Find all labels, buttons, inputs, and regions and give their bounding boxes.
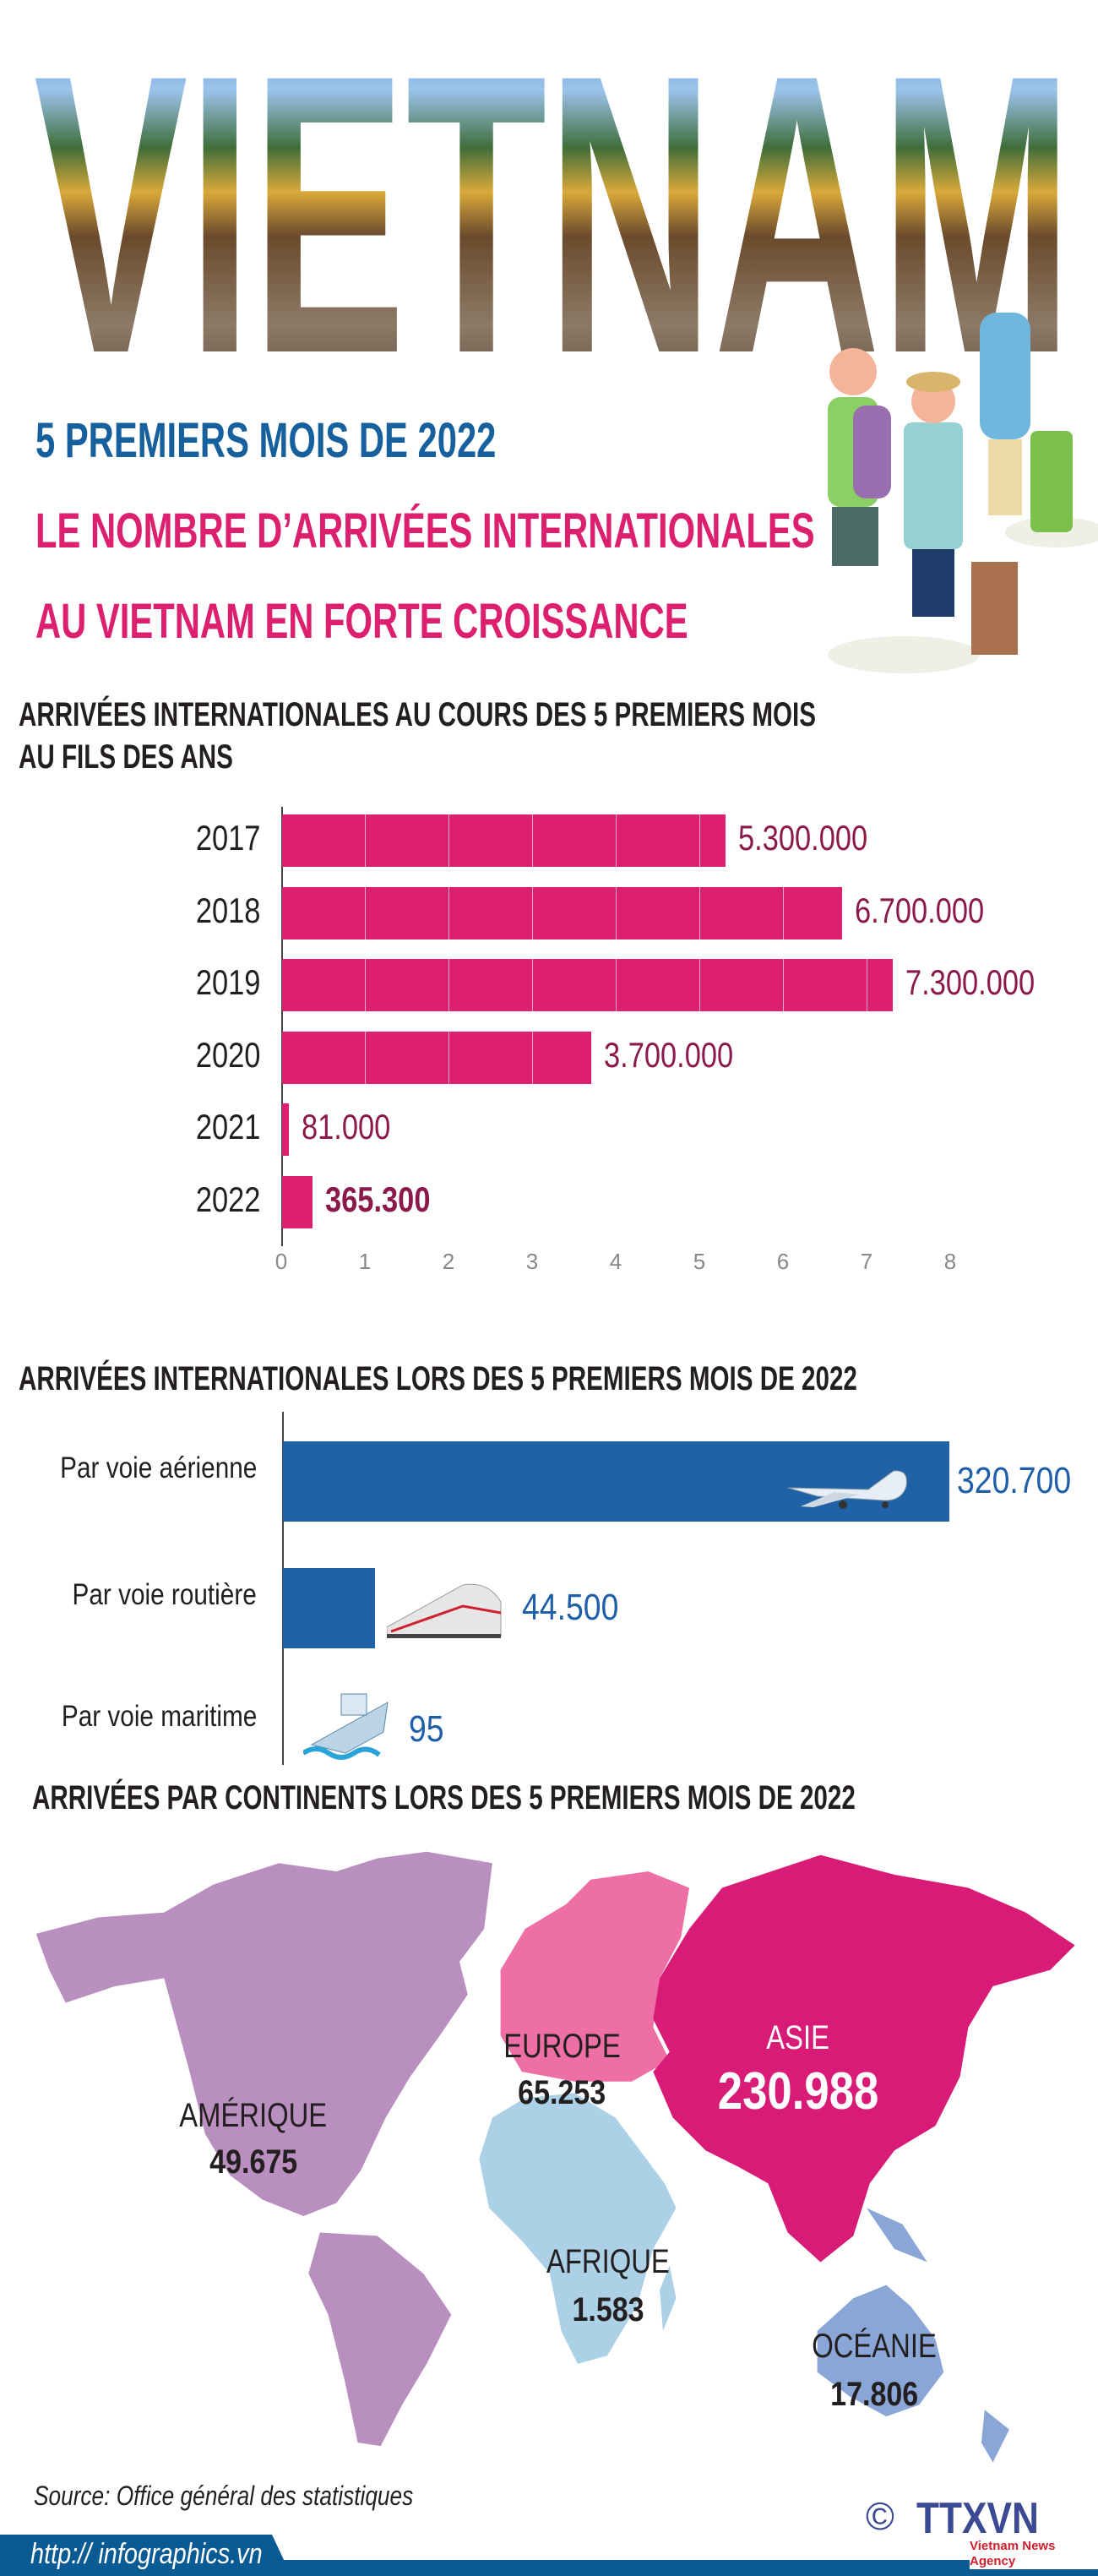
region-asia (653, 1854, 1075, 2263)
chart2-title: ARRIVÉES INTERNATIONALES LORS DES 5 PREM… (19, 1360, 857, 1397)
bar-2021 (282, 1103, 290, 1156)
bar-train (283, 1568, 376, 1648)
value-label: 44.500 (522, 1587, 619, 1628)
airplane-icon (784, 1454, 910, 1517)
year-label: 2017 (195, 818, 260, 858)
bar-gridline (532, 959, 533, 1011)
x-tick-label: 1 (358, 1249, 372, 1274)
region-africa (479, 2093, 677, 2364)
title-line-2: LE NOMBRE D’ARRIVÉES INTERNATIONALES (35, 504, 815, 558)
chart1-title-line-1: ARRIVÉES INTERNATIONALES AU COURS DES 5 … (19, 696, 817, 733)
x-tick-label: 7 (860, 1249, 873, 1274)
category-label: Par voie routière (72, 1578, 257, 1611)
label-asia: ASIE (766, 2019, 830, 2056)
footer-tab (0, 2535, 291, 2576)
value-asia: 230.988 (717, 2062, 879, 2121)
ttxvn-logo-subtitle: Vietnam News Agency (970, 2539, 1098, 2569)
bar-2019 (282, 959, 893, 1011)
title-line-3: AU VIETNAM EN FORTE CROISSANCE (35, 594, 688, 649)
chart3-title: ARRIVÉES PAR CONTINENTS LORS DES 5 PREMI… (32, 1779, 856, 1816)
value-oceania: 17.806 (830, 2376, 918, 2413)
bar-gridline (448, 1031, 449, 1084)
bar-gridline (783, 886, 784, 939)
title-line-1: 5 PREMIERS MOIS DE 2022 (35, 413, 497, 468)
bar-gridline (532, 886, 533, 939)
x-tick-label: 5 (693, 1249, 706, 1274)
region-europe (500, 1871, 690, 2082)
bar-gridline (448, 886, 449, 939)
x-tick-label: 8 (943, 1249, 957, 1274)
year-label: 2021 (195, 1107, 260, 1146)
category-label: Par voie maritime (61, 1700, 257, 1733)
value-label: 3.700.000 (604, 1034, 734, 1075)
y-axis (281, 807, 283, 1246)
x-tick-label: 3 (525, 1249, 539, 1274)
vietnam-banner: VIETNAM (34, 49, 1073, 355)
transport-mode-chart: Par voie aérienne 320.700 Par voie routièr… (59, 1412, 1072, 1766)
source-note: Source: Office général des statistiques (34, 2481, 414, 2511)
value-label: 95 (409, 1708, 444, 1750)
category-label: Par voie aérienne (59, 1451, 257, 1484)
x-tick-label: 0 (274, 1249, 288, 1274)
value-label: 81.000 (302, 1107, 391, 1146)
bar-gridline (448, 814, 449, 867)
ship-icon (302, 1686, 396, 1766)
bar-gridline (365, 959, 366, 1011)
bar-gridline (532, 814, 533, 867)
region-oceania (817, 2208, 1009, 2463)
label-oceania: OCÉANIE (812, 2328, 937, 2365)
label-africa: AFRIQUE (546, 2243, 670, 2280)
value-america: 49.675 (209, 2143, 297, 2181)
year-label: 2019 (195, 962, 260, 1002)
bar-gridline (699, 959, 700, 1011)
label-america: AMÉRIQUE (179, 2097, 328, 2134)
bar-gridline (365, 814, 366, 867)
value-label: 365.300 (325, 1179, 431, 1219)
bar-2022 (282, 1175, 313, 1228)
bar-2020 (282, 1031, 592, 1084)
bar-gridline (365, 1031, 366, 1084)
bar-gridline (699, 886, 700, 939)
region-america (35, 1851, 492, 2447)
bar-gridline (616, 959, 617, 1011)
yearly-arrivals-chart: 2017 5.300.000 2018 6.700.000 2019 7.300.000 2… (195, 807, 1035, 1274)
banner-word: VIETNAM (34, 49, 1073, 355)
bar-gridline (616, 814, 617, 867)
label-europe: EUROPE (503, 2028, 621, 2065)
bar-gridline (365, 886, 366, 939)
bar-2018 (282, 886, 843, 939)
value-label: 320.700 (957, 1460, 1072, 1501)
bar-gridline (699, 814, 700, 867)
value-africa: 1.583 (572, 2291, 644, 2328)
value-label: 5.300.000 (737, 818, 867, 858)
bar-gridline (616, 886, 617, 939)
x-tick-label: 6 (776, 1249, 790, 1274)
bar-gridline (783, 959, 784, 1011)
bar-gridline (448, 959, 449, 1011)
year-label: 2020 (195, 1034, 260, 1075)
year-label: 2022 (195, 1179, 260, 1219)
website-link[interactable]: http:// infographics.vn (30, 2538, 263, 2570)
value-label: 6.700.000 (855, 890, 985, 930)
world-map (35, 1851, 1075, 2463)
value-europe: 65.253 (518, 2074, 606, 2111)
bar-2017 (282, 814, 726, 867)
copyright-symbol: © (866, 2494, 894, 2538)
travelers-illustration (828, 313, 1098, 673)
ttxvn-logo: TTXVN (916, 2494, 1039, 2543)
train-icon (386, 1581, 505, 1644)
year-label: 2018 (195, 890, 260, 930)
value-label: 7.300.000 (905, 962, 1035, 1002)
bar-gridline (532, 1031, 533, 1084)
chart1-title-line-2: AU FILS DES ANS (19, 738, 233, 776)
bar-airplane (283, 1441, 949, 1522)
x-tick-label: 2 (442, 1249, 455, 1274)
x-tick-label: 4 (609, 1249, 622, 1274)
